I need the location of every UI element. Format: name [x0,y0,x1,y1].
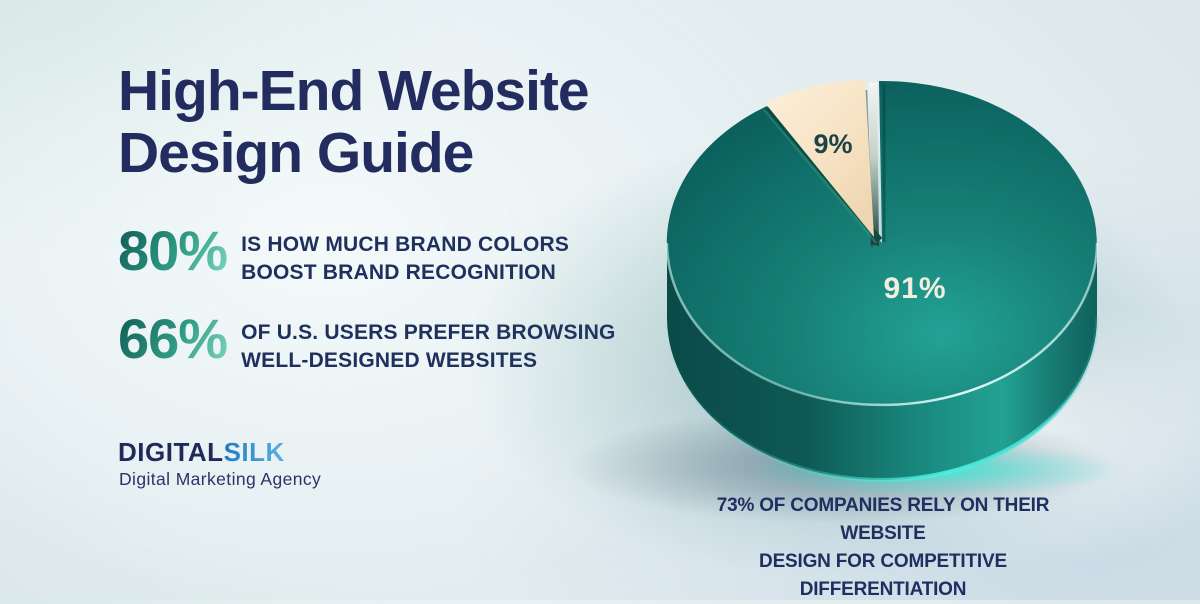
pie-label-91: 91% [883,272,946,305]
logo-word-digital: DIGITAL [118,437,224,467]
page-title: High-End Website Design Guide [118,59,590,185]
pie-slice-main-91 [666,80,1097,405]
pie-slice-small-9 [765,80,874,237]
pie-caption: 73% OF COMPANIES RELY ON THEIR WEBSITE D… [716,495,1050,600]
pie-cut-face-left-light [763,109,877,244]
logo-tagline: Digital Marketing Agency [119,469,322,489]
pie-label-9: 9% [813,129,852,159]
logo-word-silk: SILK [223,437,285,467]
digitalsilk-logo: DIGITALSILK [118,437,285,468]
pie-side-wall [667,243,1097,480]
pie-bottom-rim-glow [665,317,1099,482]
pie-top-rim-highlight [665,242,1099,407]
stat-value-66: 66% [118,307,228,370]
stat-value-80: 80% [118,219,228,282]
